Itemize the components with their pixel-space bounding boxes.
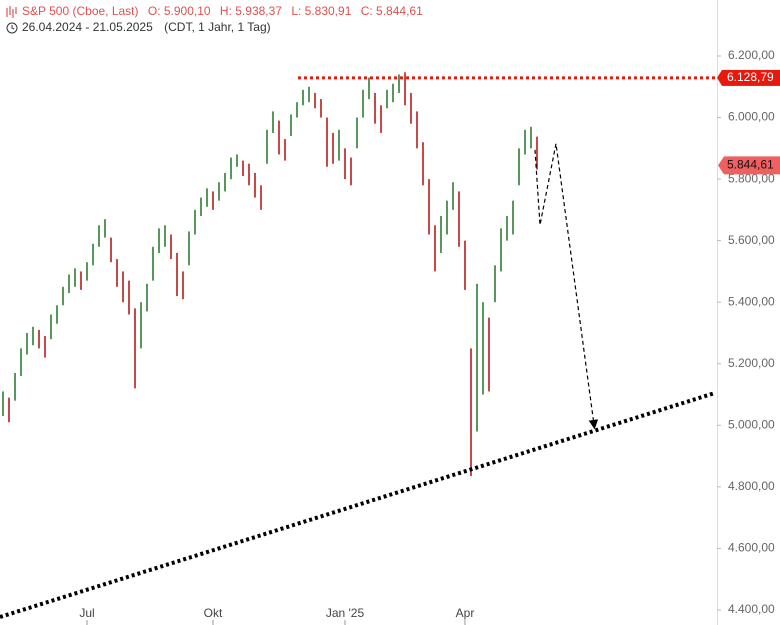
last-label: 5.844,61 bbox=[727, 158, 774, 172]
y-tick-label: 6.200,00 bbox=[728, 48, 775, 62]
y-tick-label: 6.000,00 bbox=[728, 110, 775, 124]
ohlc: O: 5.900,10 bbox=[148, 4, 211, 18]
symbol: S&P 500 (Cboe, Last) bbox=[22, 4, 139, 18]
y-tick-label: 5.800,00 bbox=[728, 171, 775, 185]
last-box bbox=[724, 156, 780, 175]
y-tick-label: 5.000,00 bbox=[728, 417, 775, 431]
y-tick-label: 5.400,00 bbox=[728, 294, 775, 308]
period: 26.04.2024 - 21.05.2025 bbox=[22, 20, 153, 34]
resistance-label: 6.128,79 bbox=[727, 70, 774, 84]
y-tick-label: 4.400,00 bbox=[728, 602, 775, 616]
y-tick-label: 5.600,00 bbox=[728, 233, 775, 247]
projection bbox=[534, 143, 599, 430]
x-tick-label: Apr bbox=[456, 606, 475, 620]
y-tick-label: 5.200,00 bbox=[728, 356, 775, 370]
trend-line bbox=[0, 391, 716, 619]
x-tick-label: Okt bbox=[204, 606, 223, 620]
ohlc: L: 5.830,91 bbox=[291, 4, 351, 18]
x-tick-label: Jan '25 bbox=[326, 606, 365, 620]
last-notch bbox=[718, 156, 724, 175]
y-tick-label: 4.800,00 bbox=[728, 479, 775, 493]
ohlc: H: 5.938,37 bbox=[220, 4, 282, 18]
header-line: S&P 500 (Cboe, Last) O: 5.900,10 H: 5.93… bbox=[22, 4, 423, 18]
resistance-notch bbox=[717, 69, 722, 86]
ohlc: C: 5.844,61 bbox=[361, 4, 423, 18]
clock-icon bbox=[6, 22, 18, 34]
y-tick-label: 4.600,00 bbox=[728, 541, 775, 555]
x-tick-label: Jul bbox=[79, 606, 94, 620]
bars-icon bbox=[6, 6, 17, 18]
subtitle: (CDT, 1 Jahr, 1 Tag) bbox=[164, 20, 271, 34]
period-line: 26.04.2024 - 21.05.2025 (CDT, 1 Jahr, 1 … bbox=[22, 20, 271, 34]
resistance-box bbox=[722, 69, 780, 86]
